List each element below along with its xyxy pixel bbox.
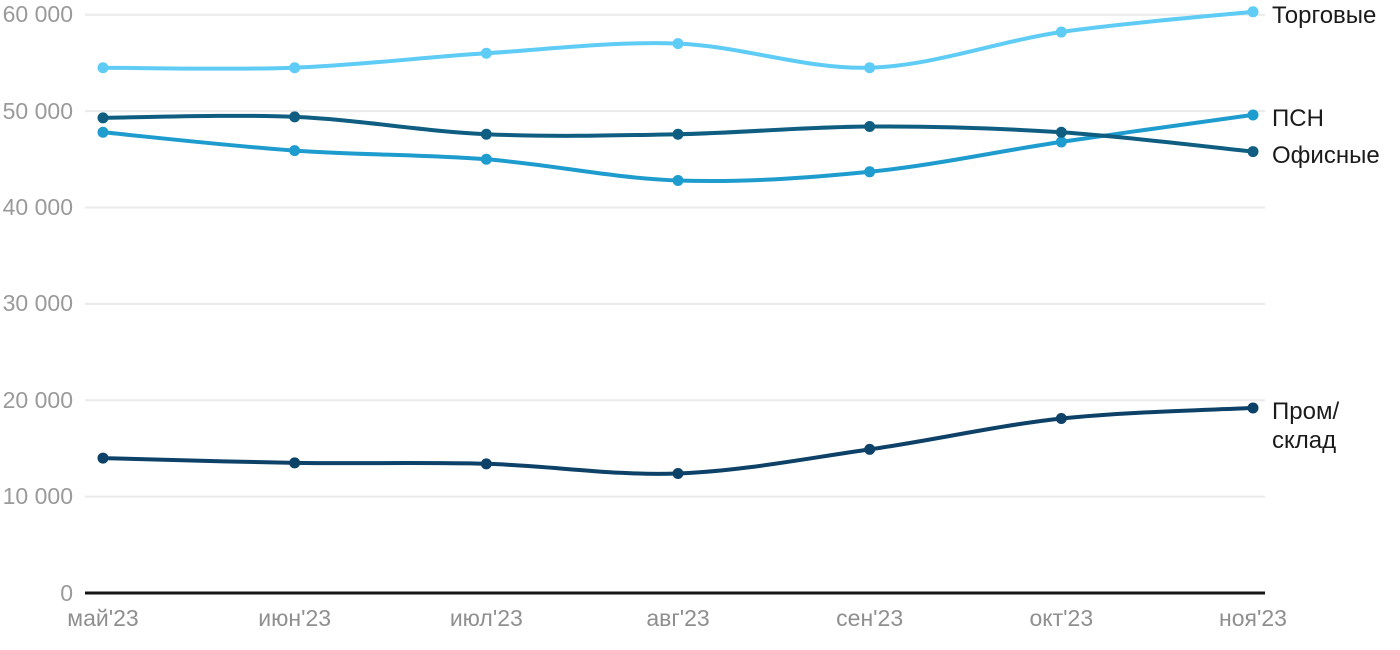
y-axis-tick-label: 60 000	[2, 1, 73, 28]
data-point-ofisnye	[864, 121, 876, 133]
x-axis-tick-label: июн'23	[258, 605, 332, 631]
x-axis-tick-label: авг'23	[646, 605, 710, 631]
data-point-ofisnye	[672, 128, 684, 140]
data-point-prom-sklad	[97, 452, 109, 464]
series-label-ofisnye: Офисные	[1272, 141, 1380, 170]
series-label-text: Торговые	[1272, 2, 1377, 30]
data-point-ofisnye	[289, 111, 301, 123]
data-point-torgovye	[97, 62, 109, 74]
data-point-psn	[480, 153, 492, 165]
data-point-torgovye	[1247, 6, 1259, 18]
data-point-ofisnye	[1055, 126, 1067, 138]
data-point-ofisnye	[480, 128, 492, 140]
data-point-prom-sklad	[480, 458, 492, 470]
x-axis-tick-label: сен'23	[836, 605, 904, 631]
data-point-ofisnye	[1247, 146, 1259, 158]
data-point-psn	[289, 145, 301, 157]
x-axis-tick-label: ноя'23	[1219, 605, 1287, 631]
data-point-torgovye	[864, 62, 876, 74]
series-line-psn	[101, 112, 1255, 184]
series-label-text: Пром/	[1272, 398, 1340, 426]
data-point-prom-sklad	[1247, 402, 1259, 414]
y-axis-tick-label: 50 000	[2, 97, 73, 124]
series-label-text: Офисные	[1272, 142, 1380, 170]
data-point-psn	[864, 166, 876, 178]
y-axis-tick-label: 0	[60, 579, 73, 606]
data-point-prom-sklad	[672, 467, 684, 479]
series-label-prom-sklad: Пром/склад	[1272, 397, 1339, 455]
data-point-prom-sklad	[864, 443, 876, 455]
series-line-prom-sklad	[101, 405, 1255, 476]
y-axis-tick-label: 20 000	[2, 386, 73, 413]
series-label-text: склад	[1272, 427, 1337, 455]
x-axis-tick-label: окт'23	[1029, 605, 1094, 631]
data-point-psn	[1247, 109, 1259, 121]
y-axis-tick-label: 10 000	[2, 483, 73, 510]
data-point-psn	[1055, 136, 1067, 148]
x-axis-tick-label: июл'23	[449, 605, 523, 631]
data-point-psn	[672, 174, 684, 186]
series-label-text: ПСН	[1272, 105, 1324, 133]
data-point-prom-sklad	[289, 457, 301, 469]
data-point-torgovye	[1055, 26, 1067, 38]
series-label-psn: ПСН	[1272, 104, 1324, 133]
y-axis-tick-label: 40 000	[2, 193, 73, 220]
data-point-torgovye	[672, 38, 684, 50]
data-point-psn	[97, 126, 109, 138]
data-point-torgovye	[289, 62, 301, 74]
series-label-torgovye: Торговые	[1272, 1, 1376, 30]
data-point-prom-sklad	[1055, 413, 1067, 425]
data-point-ofisnye	[97, 112, 109, 124]
x-axis-tick-label: май'23	[67, 605, 139, 631]
y-axis-tick-label: 30 000	[2, 290, 73, 317]
data-point-torgovye	[480, 47, 492, 59]
